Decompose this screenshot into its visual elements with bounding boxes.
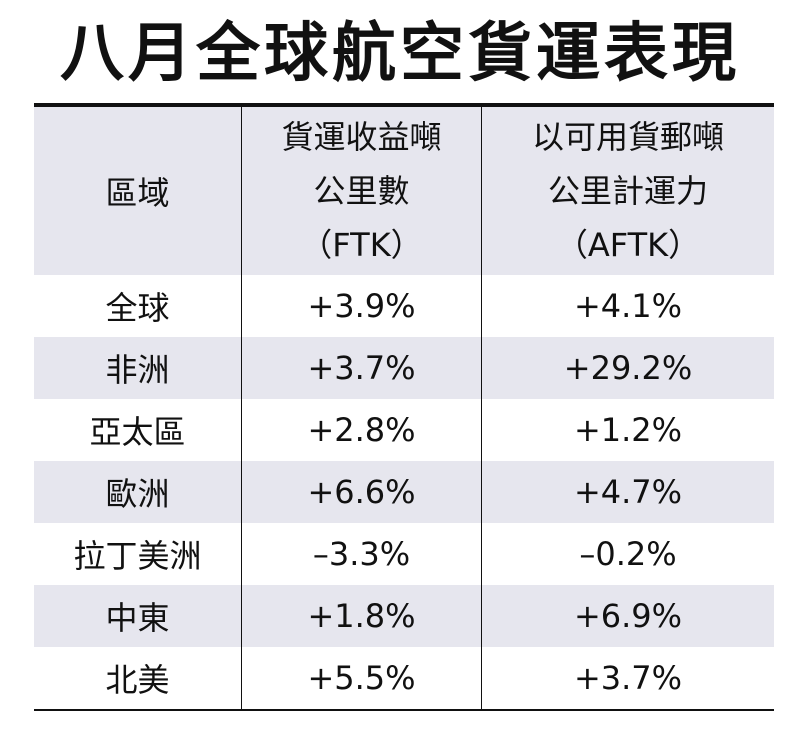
aftk-cell: +1.2%: [481, 399, 774, 461]
region-cell: 拉丁美洲: [73, 537, 202, 575]
table-header-row: 區域 貨運收益噸 公里數 （FTK） 以可用貨郵噸 公里計運力 （AFTK）: [34, 107, 774, 275]
header-ftk: 貨運收益噸 公里數 （FTK）: [241, 107, 481, 275]
aftk-cell: +4.1%: [481, 275, 774, 337]
header-region: 區域: [105, 174, 170, 212]
header-aftk: 以可用貨郵噸 公里計運力 （AFTK）: [481, 107, 774, 275]
region-cell: 歐洲: [105, 475, 170, 513]
header-ftk-line3: （FTK）: [300, 226, 423, 264]
header-aftk-line2: 公里計運力: [547, 172, 708, 210]
header-ftk-line2: 公里數: [313, 172, 410, 210]
table-row: 全球 +3.9% +4.1%: [34, 275, 774, 337]
region-cell: 亞太區: [89, 413, 186, 451]
ftk-cell: +3.9%: [241, 275, 481, 337]
region-cell: 中東: [105, 599, 170, 637]
table-row: 拉丁美洲 –3.3% –0.2%: [34, 523, 774, 585]
ftk-cell: +3.7%: [241, 337, 481, 399]
aftk-cell: +3.7%: [481, 647, 774, 709]
ftk-cell: +1.8%: [241, 585, 481, 647]
ftk-cell: –3.3%: [241, 523, 481, 585]
region-cell: 非洲: [105, 351, 170, 389]
ftk-cell: +6.6%: [241, 461, 481, 523]
table-row: 中東 +1.8% +6.9%: [34, 585, 774, 647]
cargo-performance-table: 區域 貨運收益噸 公里數 （FTK） 以可用貨郵噸 公里計運力 （AFTK） 全…: [34, 103, 774, 711]
header-aftk-line3: （AFTK）: [555, 226, 701, 264]
aftk-cell: +4.7%: [481, 461, 774, 523]
aftk-cell: –0.2%: [481, 523, 774, 585]
region-cell: 全球: [105, 289, 170, 327]
aftk-cell: +6.9%: [481, 585, 774, 647]
ftk-cell: +5.5%: [241, 647, 481, 709]
header-ftk-line1: 貨運收益噸: [281, 118, 442, 156]
table-row: 亞太區 +2.8% +1.2%: [34, 399, 774, 461]
ftk-cell: +2.8%: [241, 399, 481, 461]
table-row: 歐洲 +6.6% +4.7%: [34, 461, 774, 523]
table-row: 北美 +5.5% +3.7%: [34, 647, 774, 709]
page-title: 八月全球航空貨運表現: [60, 17, 740, 91]
header-aftk-line1: 以可用貨郵噸: [531, 118, 724, 156]
region-cell: 北美: [105, 661, 170, 699]
aftk-cell: +29.2%: [481, 337, 774, 399]
table-row: 非洲 +3.7% +29.2%: [34, 337, 774, 399]
